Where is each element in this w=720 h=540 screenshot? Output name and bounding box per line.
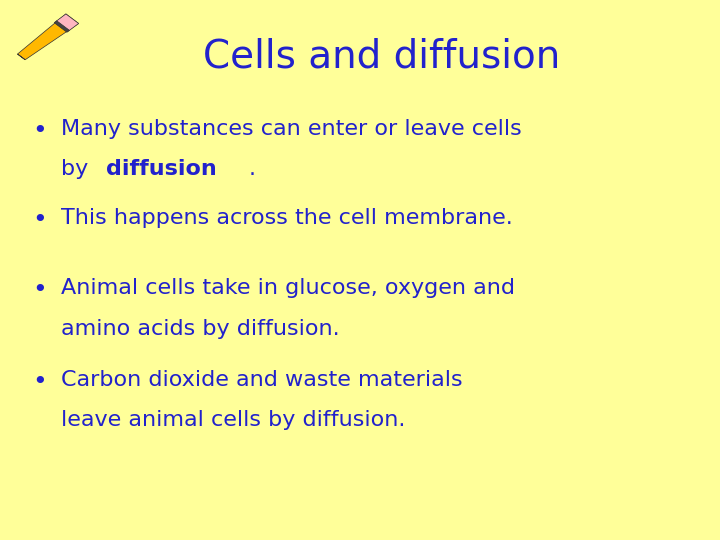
Text: Carbon dioxide and waste materials: Carbon dioxide and waste materials bbox=[61, 370, 463, 390]
Text: .: . bbox=[248, 159, 256, 179]
Polygon shape bbox=[55, 14, 78, 31]
Text: •: • bbox=[32, 278, 47, 302]
Text: •: • bbox=[32, 370, 47, 394]
Polygon shape bbox=[17, 54, 25, 60]
Text: Many substances can enter or leave cells: Many substances can enter or leave cells bbox=[61, 119, 522, 139]
Polygon shape bbox=[54, 21, 69, 32]
Text: amino acids by diffusion.: amino acids by diffusion. bbox=[61, 319, 340, 339]
Text: •: • bbox=[32, 119, 47, 143]
Text: •: • bbox=[32, 208, 47, 232]
Text: Animal cells take in glucose, oxygen and: Animal cells take in glucose, oxygen and bbox=[61, 278, 516, 298]
Text: This happens across the cell membrane.: This happens across the cell membrane. bbox=[61, 208, 513, 228]
Text: diffusion: diffusion bbox=[106, 159, 216, 179]
Text: leave animal cells by diffusion.: leave animal cells by diffusion. bbox=[61, 410, 405, 430]
Text: by: by bbox=[61, 159, 96, 179]
Polygon shape bbox=[17, 14, 78, 60]
Text: Cells and diffusion: Cells and diffusion bbox=[203, 38, 560, 76]
